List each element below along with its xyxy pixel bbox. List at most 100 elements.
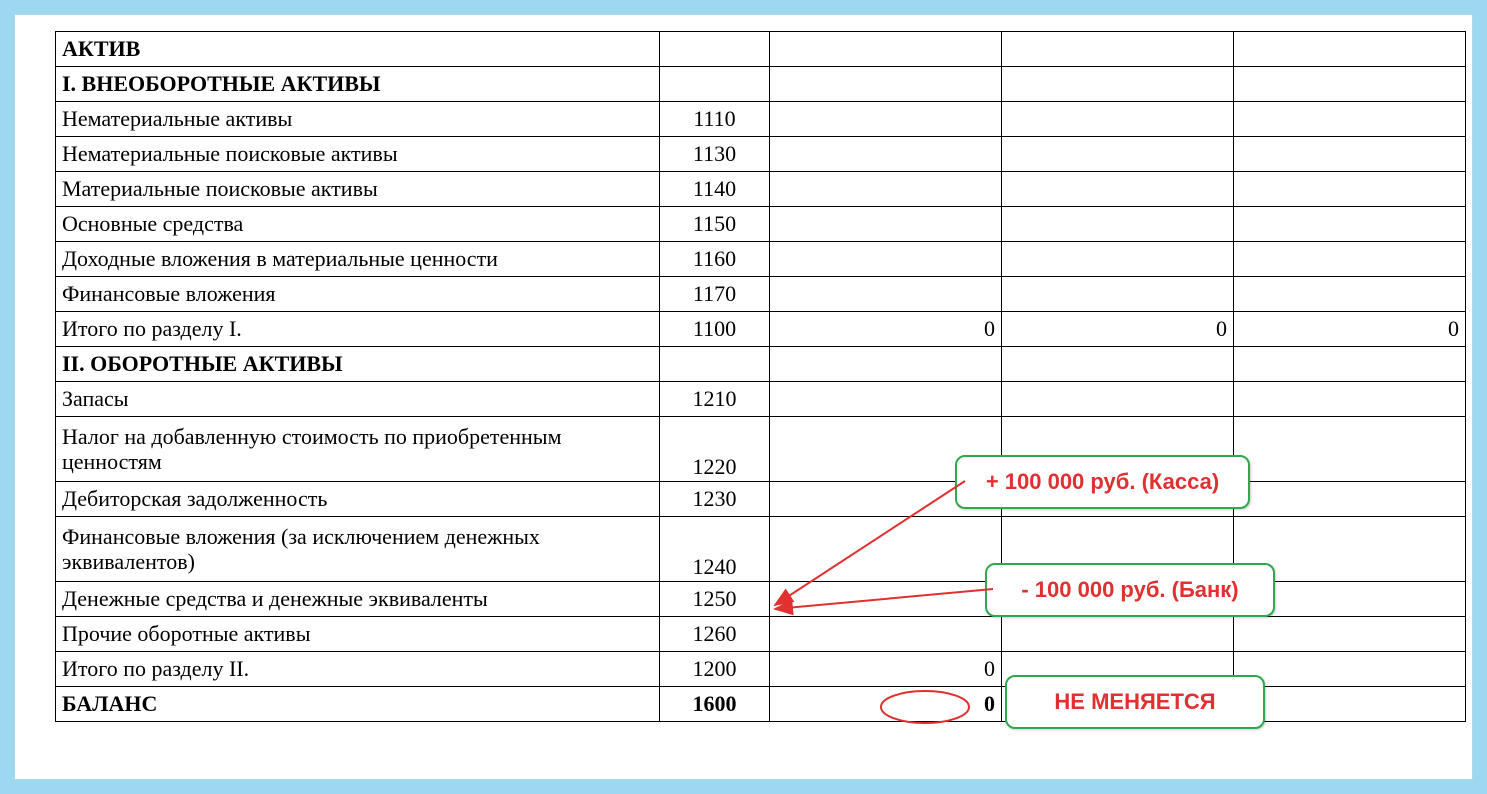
row-value-1 xyxy=(770,347,1002,382)
row-code: 1200 xyxy=(660,652,770,687)
row-name: I. ВНЕОБОРОТНЫЕ АКТИВЫ xyxy=(56,67,660,102)
row-code: 1240 xyxy=(660,517,770,582)
callout-kassa: + 100 000 руб. (Касса) xyxy=(955,455,1250,509)
row-value-2: 0 xyxy=(1002,312,1234,347)
row-value-2 xyxy=(1002,382,1234,417)
table-row: Основные средства1150 xyxy=(56,207,1466,242)
row-value-3 xyxy=(1234,277,1466,312)
row-name: II. ОБОРОТНЫЕ АКТИВЫ xyxy=(56,347,660,382)
row-name: Денежные средства и денежные эквиваленты xyxy=(56,582,660,617)
row-code: 1150 xyxy=(660,207,770,242)
table-row: Нематериальные активы1110 xyxy=(56,102,1466,137)
row-value-1 xyxy=(770,172,1002,207)
row-value-2 xyxy=(1002,242,1234,277)
callout-kassa-text: + 100 000 руб. (Касса) xyxy=(986,469,1219,494)
row-code: 1210 xyxy=(660,382,770,417)
table-row: Запасы1210 xyxy=(56,382,1466,417)
table-row: Материальные поисковые активы1140 xyxy=(56,172,1466,207)
row-value-2 xyxy=(1002,137,1234,172)
row-value-2 xyxy=(1002,277,1234,312)
row-name: Финансовые вложения xyxy=(56,277,660,312)
row-code: 1140 xyxy=(660,172,770,207)
row-code: 1130 xyxy=(660,137,770,172)
row-code: 1160 xyxy=(660,242,770,277)
row-code: 1260 xyxy=(660,617,770,652)
row-value-1: 0 xyxy=(770,652,1002,687)
table-row: АКТИВ xyxy=(56,32,1466,67)
row-value-3 xyxy=(1234,482,1466,517)
table-row: Прочие оборотные активы1260 xyxy=(56,617,1466,652)
table-row: Итого по разделу I.1100000 xyxy=(56,312,1466,347)
row-value-1: 0 xyxy=(770,312,1002,347)
row-name: Налог на добавленную стоимость по приобр… xyxy=(56,417,660,482)
row-value-2 xyxy=(1002,32,1234,67)
row-value-3 xyxy=(1234,207,1466,242)
row-value-1 xyxy=(770,67,1002,102)
row-name: Дебиторская задолженность xyxy=(56,482,660,517)
row-name: Итого по разделу I. xyxy=(56,312,660,347)
row-value-3 xyxy=(1234,242,1466,277)
row-value-2 xyxy=(1002,617,1234,652)
callout-no-change-text: НЕ МЕНЯЕТСЯ xyxy=(1054,689,1215,714)
table-row: Финансовые вложения1170 xyxy=(56,277,1466,312)
row-value-2 xyxy=(1002,67,1234,102)
row-code xyxy=(660,347,770,382)
row-code xyxy=(660,67,770,102)
row-code: 1170 xyxy=(660,277,770,312)
row-code xyxy=(660,32,770,67)
row-name: Основные средства xyxy=(56,207,660,242)
row-value-3 xyxy=(1234,417,1466,482)
row-value-3 xyxy=(1234,687,1466,722)
row-value-1 xyxy=(770,102,1002,137)
row-value-3 xyxy=(1234,172,1466,207)
callout-no-change: НЕ МЕНЯЕТСЯ xyxy=(1005,675,1265,729)
row-code: 1220 xyxy=(660,417,770,482)
row-value-3 xyxy=(1234,652,1466,687)
row-code: 1600 xyxy=(660,687,770,722)
row-code: 1230 xyxy=(660,482,770,517)
row-name: Запасы xyxy=(56,382,660,417)
balance-table: АКТИВI. ВНЕОБОРОТНЫЕ АКТИВЫНематериальны… xyxy=(55,31,1466,722)
balance-sheet: АКТИВI. ВНЕОБОРОТНЫЕ АКТИВЫНематериальны… xyxy=(14,14,1473,780)
row-value-1 xyxy=(770,277,1002,312)
row-value-3 xyxy=(1234,347,1466,382)
table-row: Нематериальные поисковые активы1130 xyxy=(56,137,1466,172)
callout-bank-text: - 100 000 руб. (Банк) xyxy=(1021,577,1238,602)
row-value-3 xyxy=(1234,67,1466,102)
row-value-2 xyxy=(1002,347,1234,382)
row-value-1 xyxy=(770,582,1002,617)
row-code: 1100 xyxy=(660,312,770,347)
row-value-1 xyxy=(770,382,1002,417)
row-value-1 xyxy=(770,242,1002,277)
row-code: 1250 xyxy=(660,582,770,617)
table-row: Доходные вложения в материальные ценност… xyxy=(56,242,1466,277)
row-name: АКТИВ xyxy=(56,32,660,67)
table-row: I. ВНЕОБОРОТНЫЕ АКТИВЫ xyxy=(56,67,1466,102)
table-row: Дебиторская задолженность1230 xyxy=(56,482,1466,517)
table-row: II. ОБОРОТНЫЕ АКТИВЫ xyxy=(56,347,1466,382)
row-name: Нематериальные поисковые активы xyxy=(56,137,660,172)
row-value-3 xyxy=(1234,617,1466,652)
row-name: Финансовые вложения (за исключением дене… xyxy=(56,517,660,582)
row-value-2 xyxy=(1002,207,1234,242)
row-value-2 xyxy=(1002,172,1234,207)
row-value-1: 0 xyxy=(770,687,1002,722)
row-name: Материальные поисковые активы xyxy=(56,172,660,207)
row-value-2 xyxy=(1002,102,1234,137)
row-value-1 xyxy=(770,137,1002,172)
row-value-1 xyxy=(770,517,1002,582)
row-name: БАЛАНС xyxy=(56,687,660,722)
row-value-1 xyxy=(770,617,1002,652)
row-value-3 xyxy=(1234,32,1466,67)
row-value-3 xyxy=(1234,102,1466,137)
row-name: Нематериальные активы xyxy=(56,102,660,137)
row-code: 1110 xyxy=(660,102,770,137)
row-name: Итого по разделу II. xyxy=(56,652,660,687)
table-row: Налог на добавленную стоимость по приобр… xyxy=(56,417,1466,482)
row-name: Прочие оборотные активы xyxy=(56,617,660,652)
row-value-3 xyxy=(1234,137,1466,172)
row-value-1 xyxy=(770,32,1002,67)
row-name: Доходные вложения в материальные ценност… xyxy=(56,242,660,277)
callout-bank: - 100 000 руб. (Банк) xyxy=(985,563,1275,617)
row-value-3: 0 xyxy=(1234,312,1466,347)
